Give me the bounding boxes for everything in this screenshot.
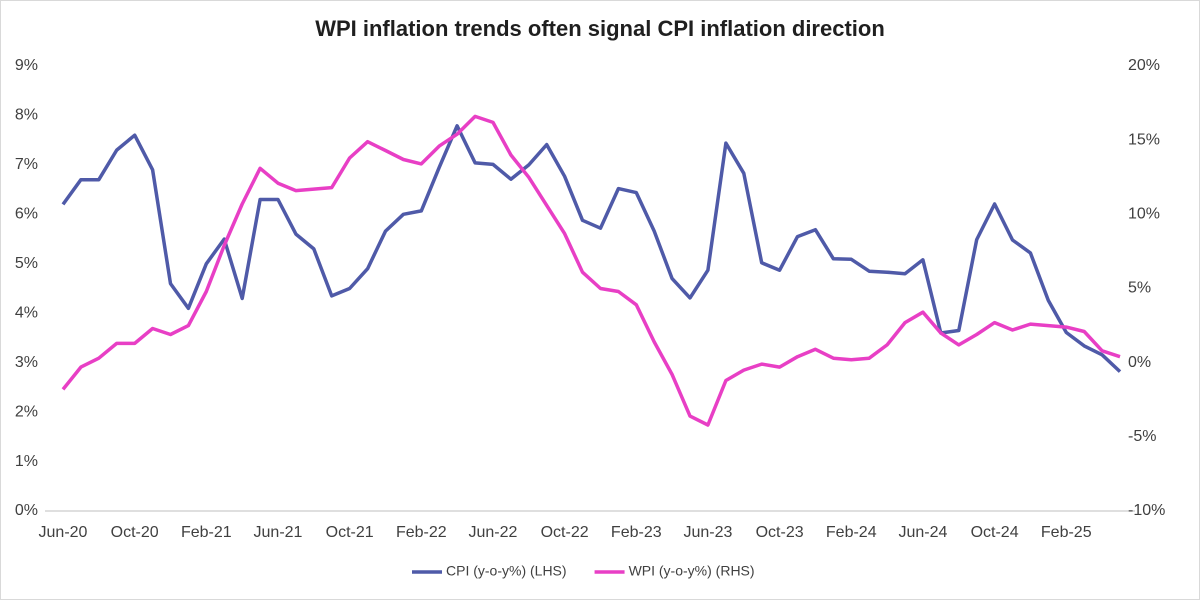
y2-tick-label: -5% [1128,428,1156,445]
x-tick-label: Jun-22 [469,524,518,541]
x-tick-label: Jun-20 [39,524,88,541]
y-tick-label: 0% [15,502,38,519]
x-tick-label: Oct-23 [756,524,804,541]
y-tick-label: 9% [15,57,38,74]
legend-label: CPI (y-o-y%) (LHS) [446,563,567,579]
y-tick-label: 1% [15,453,38,470]
x-tick-label: Oct-21 [326,524,374,541]
y-tick-label: 5% [15,255,38,272]
x-tick-label: Jun-23 [683,524,732,541]
y-tick-label: 7% [15,156,38,173]
y2-tick-label: 10% [1128,206,1160,223]
x-tick-label: Jun-24 [898,524,947,541]
x-tick-label: Oct-24 [971,524,1019,541]
x-tick-label: Feb-23 [611,524,662,541]
legend-label: WPI (y-o-y%) (RHS) [629,563,755,579]
series-line [61,114,1121,427]
y-tick-label: 2% [15,403,38,420]
y2-tick-label: 15% [1128,131,1160,148]
chart-title: WPI inflation trends often signal CPI in… [315,16,885,41]
y2-tick-label: 0% [1128,354,1151,371]
series-line [61,124,1122,373]
y-tick-label: 3% [15,354,38,371]
x-tick-label: Feb-25 [1041,524,1092,541]
x-tick-label: Feb-24 [826,524,877,541]
y-tick-label: 6% [15,206,38,223]
x-tick-label: Oct-22 [541,524,589,541]
y2-tick-label: 20% [1128,57,1160,74]
y2-tick-label: -10% [1128,502,1165,519]
x-tick-label: Feb-21 [181,524,232,541]
x-tick-label: Jun-21 [254,524,303,541]
x-tick-label: Feb-22 [396,524,447,541]
x-tick-label: Oct-20 [111,524,159,541]
y-tick-label: 4% [15,304,38,321]
y-tick-label: 8% [15,107,38,124]
y2-tick-label: 5% [1128,280,1151,297]
